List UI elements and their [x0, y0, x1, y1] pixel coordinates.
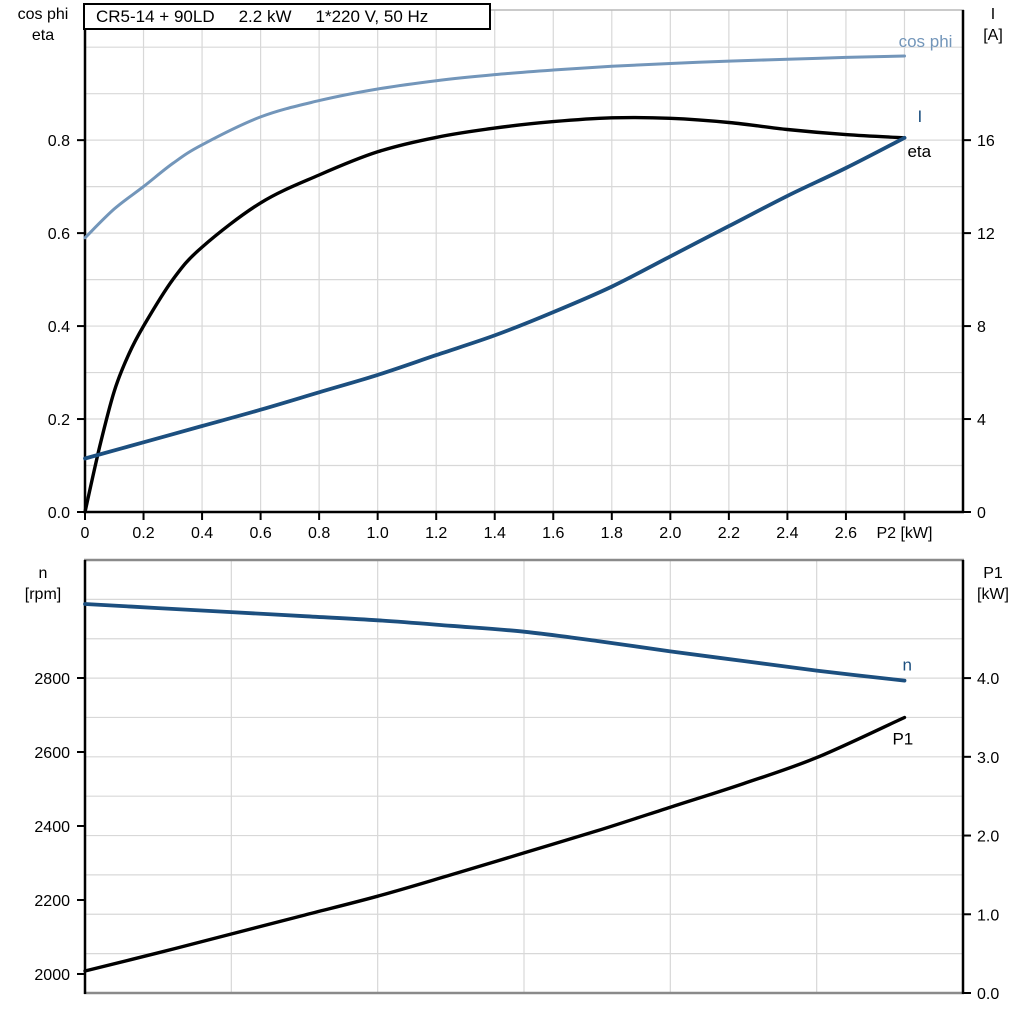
curve-cos-phi	[83, 54, 906, 240]
x-axis-tick-label: 2.4	[776, 525, 798, 542]
curve-label-n: n	[902, 656, 911, 675]
curve-label-I: I	[917, 107, 922, 126]
x-axis-tick-label: 0.6	[249, 525, 271, 542]
curve-n	[83, 602, 907, 683]
curve-label-P1: P1	[892, 729, 913, 748]
curve-P1	[83, 715, 907, 973]
right-axis-tick-label: 16	[977, 133, 995, 150]
right-axis-tick-label: 4.0	[977, 671, 999, 688]
x-axis-tick-label: 0.2	[132, 525, 154, 542]
x-axis-tick-label: 0	[81, 525, 90, 542]
right-axis-tick-label: 0	[977, 505, 986, 522]
x-axis-tick-label: 0.4	[191, 525, 213, 542]
axis-title-p1: P1	[983, 565, 1003, 582]
left-axis-tick-label: 2800	[34, 671, 70, 688]
right-axis-title-top-chart: I [A]	[964, 4, 1022, 46]
right-axis-tick-label: 2.0	[977, 829, 999, 846]
chart-title-box: CR5-14 + 90LD 2.2 kW 1*220 V, 50 Hz	[83, 3, 491, 30]
left-axis-tick-label: 0.0	[48, 505, 70, 522]
axis-title-speed: n	[38, 565, 48, 582]
x-axis-tick-label: 1.0	[367, 525, 389, 542]
left-axis-tick-label: 2000	[34, 967, 70, 984]
x-axis-unit-label: P2 [kW]	[876, 525, 932, 542]
left-axis-title-bottom-chart: n [rpm]	[2, 563, 84, 605]
axis-title-p1-unit: [kW]	[977, 586, 1009, 603]
left-axis-tick-label: 0.8	[48, 133, 70, 150]
x-axis-tick-label: 1.4	[484, 525, 506, 542]
pump-model-label: CR5-14 + 90LD	[96, 6, 215, 26]
right-axis-tick-label: 8	[977, 319, 986, 336]
supply-voltage-label: 1*220 V, 50 Hz	[315, 6, 429, 26]
curve-label-cos-phi: cos phi	[899, 32, 953, 51]
right-axis-tick-label: 4	[977, 412, 986, 429]
axis-title-current: I	[990, 6, 996, 23]
left-axis-tick-label: 0.6	[48, 226, 70, 243]
rated-power-label: 2.2 kW	[238, 6, 292, 26]
left-axis-tick-label: 2200	[34, 893, 70, 910]
x-axis-tick-label: 1.2	[425, 525, 447, 542]
axis-title-cos-phi: cos phi	[17, 6, 69, 23]
x-axis-tick-label: 2.2	[718, 525, 740, 542]
right-axis-tick-label: 3.0	[977, 750, 999, 767]
left-axis-tick-label: 0.4	[48, 319, 70, 336]
curve-eta	[83, 115, 907, 514]
left-axis-tick-label: 2400	[34, 819, 70, 836]
left-axis-title-top-chart: cos phi eta	[2, 4, 84, 46]
x-axis-tick-label: 2.6	[835, 525, 857, 542]
right-axis-tick-label: 1.0	[977, 907, 999, 924]
x-axis-tick-label: 2.0	[659, 525, 681, 542]
right-axis-tick-label: 0.0	[977, 986, 999, 1003]
x-axis-tick-label: 0.8	[308, 525, 330, 542]
curve-label-eta: eta	[907, 142, 931, 161]
x-axis-tick-label: 1.8	[601, 525, 623, 542]
curve-I	[83, 135, 907, 461]
x-axis-tick-label: 1.6	[542, 525, 564, 542]
left-axis-tick-label: 2600	[34, 745, 70, 762]
axis-title-speed-unit: [rpm]	[24, 586, 62, 603]
axis-title-eta: eta	[31, 27, 55, 44]
right-axis-tick-label: 12	[977, 226, 995, 243]
left-axis-tick-label: 0.2	[48, 412, 70, 429]
right-axis-title-bottom-chart: P1 [kW]	[964, 563, 1022, 605]
axis-title-current-unit: [A]	[983, 27, 1003, 44]
